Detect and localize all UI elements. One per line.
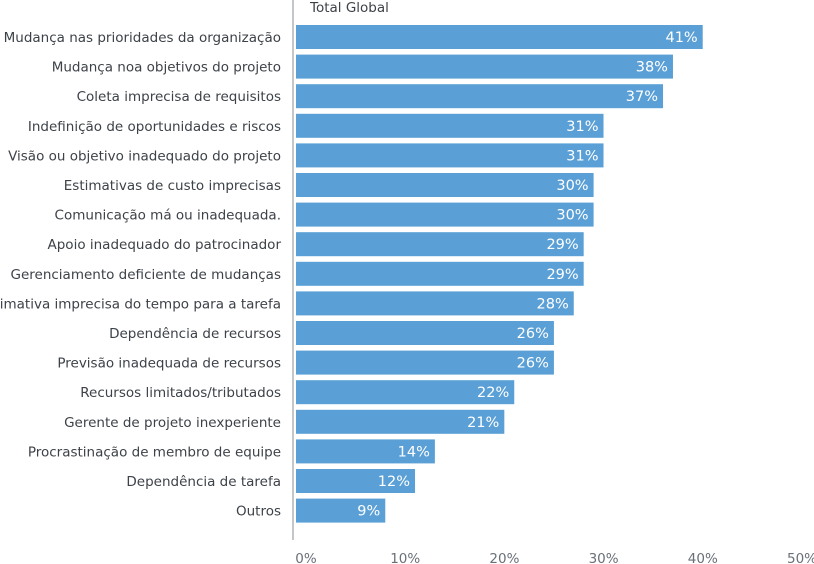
- bar-6: [296, 173, 594, 197]
- value-label: 41%: [665, 30, 697, 46]
- value-label: 30%: [556, 178, 588, 194]
- bar-13: [296, 380, 515, 405]
- bar-3: [296, 84, 664, 109]
- bar-2: [296, 54, 673, 79]
- category-label: Gerenciamento deficiente de mudanças: [11, 267, 282, 283]
- category-label: Dependência de tarefa: [126, 474, 281, 490]
- series-title: Total Global: [309, 0, 389, 16]
- category-label: Gerente de projeto inexperiente: [64, 415, 281, 431]
- value-label: 29%: [546, 237, 578, 253]
- bar-17: [296, 498, 386, 523]
- category-label: Comunicação má ou inadequada.: [55, 208, 281, 224]
- value-label: 29%: [546, 267, 578, 283]
- category-label: Previsão inadequada de recursos: [57, 356, 281, 372]
- value-label: 31%: [566, 119, 598, 135]
- bar-9: [296, 261, 584, 286]
- bar-11: [296, 321, 554, 345]
- value-label: 14%: [398, 444, 430, 460]
- x-tick-label: 30%: [589, 551, 619, 564]
- bar-15: [296, 439, 435, 464]
- bar-4: [296, 113, 604, 138]
- category-label: Indefinição de oportunidades e riscos: [28, 119, 281, 135]
- category-label: Visão ou objetivo inadequado do projeto: [8, 148, 281, 164]
- x-tick-label: 20%: [489, 551, 519, 564]
- bar-16: [296, 469, 416, 493]
- value-label: 37%: [626, 89, 658, 105]
- value-label: 28%: [537, 296, 569, 312]
- bars-group: Mudança nas prioridades da organização 41…: [0, 25, 703, 523]
- x-tick-label: 0%: [295, 551, 317, 564]
- category-label: Recursos limitados/tributados: [80, 385, 281, 401]
- value-label: 31%: [566, 148, 598, 164]
- bar-10: [296, 291, 574, 316]
- bar-5: [296, 143, 604, 168]
- value-label: 12%: [378, 474, 410, 490]
- category-label: Dependência de recursos: [109, 326, 281, 342]
- category-label: Mudança nas prioridades da organização: [4, 30, 281, 46]
- bar-7: [296, 202, 594, 227]
- category-label: Estimativas de custo imprecisas: [64, 178, 281, 194]
- bar-8: [296, 232, 584, 257]
- category-label: Outros: [236, 504, 281, 520]
- bar-1: [296, 25, 703, 49]
- bar-14: [296, 409, 505, 434]
- value-label: 9%: [357, 504, 380, 520]
- value-label: 38%: [636, 60, 668, 76]
- category-label: Mudança noa objetivos do projeto: [52, 60, 281, 76]
- category-label: Estimativa imprecisa do tempo para a tar…: [0, 296, 281, 312]
- category-label: Coleta imprecisa de requisitos: [77, 89, 281, 105]
- x-tick-label: 40%: [688, 551, 718, 564]
- value-label: 30%: [556, 208, 588, 224]
- category-label: Apoio inadequado do patrocinador: [48, 237, 282, 253]
- value-label: 26%: [517, 356, 549, 372]
- category-label: Procrastinação de membro de equipe: [28, 444, 281, 460]
- value-label: 21%: [467, 415, 499, 431]
- x-axis-ticks: 0% 10% 20% 30% 40% 50%: [295, 551, 814, 564]
- x-tick-label: 50%: [787, 551, 814, 564]
- x-tick-label: 10%: [390, 551, 420, 564]
- value-label: 26%: [517, 326, 549, 342]
- bar-12: [296, 350, 554, 375]
- value-label: 22%: [477, 385, 509, 401]
